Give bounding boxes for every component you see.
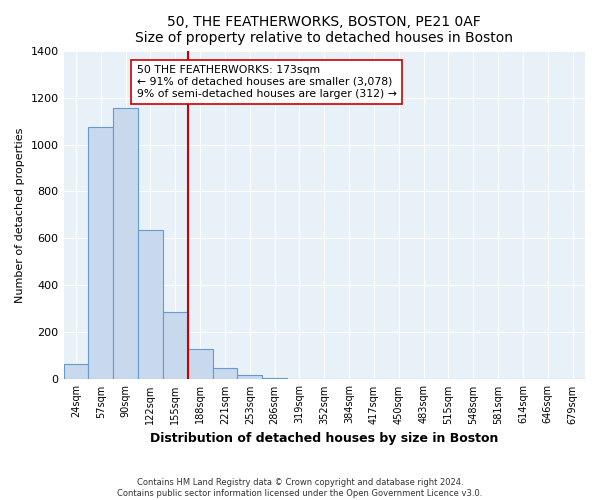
Title: 50, THE FEATHERWORKS, BOSTON, PE21 0AF
Size of property relative to detached hou: 50, THE FEATHERWORKS, BOSTON, PE21 0AF S… <box>135 15 513 45</box>
Text: Contains HM Land Registry data © Crown copyright and database right 2024.
Contai: Contains HM Land Registry data © Crown c… <box>118 478 482 498</box>
Bar <box>113 108 138 380</box>
Bar <box>212 368 238 380</box>
Bar <box>262 378 287 380</box>
Bar <box>163 312 188 380</box>
Bar <box>188 349 212 380</box>
Text: 50 THE FEATHERWORKS: 173sqm
← 91% of detached houses are smaller (3,078)
9% of s: 50 THE FEATHERWORKS: 173sqm ← 91% of det… <box>137 66 397 98</box>
Bar <box>138 230 163 380</box>
Bar <box>88 127 113 380</box>
Bar <box>64 364 88 380</box>
X-axis label: Distribution of detached houses by size in Boston: Distribution of detached houses by size … <box>150 432 499 445</box>
Y-axis label: Number of detached properties: Number of detached properties <box>15 128 25 302</box>
Bar <box>238 375 262 380</box>
